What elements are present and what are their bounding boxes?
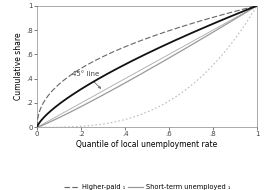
Y-axis label: Cumulative share: Cumulative share	[14, 33, 23, 100]
Text: 45° line: 45° line	[72, 71, 100, 88]
Legend: Higher-paid ₁, Low-paid₁, Short-term unemployed ₁, Long-term unemployed ₂: Higher-paid ₁, Low-paid₁, Short-term une…	[61, 182, 233, 190]
X-axis label: Quantile of local unemployment rate: Quantile of local unemployment rate	[76, 140, 218, 149]
